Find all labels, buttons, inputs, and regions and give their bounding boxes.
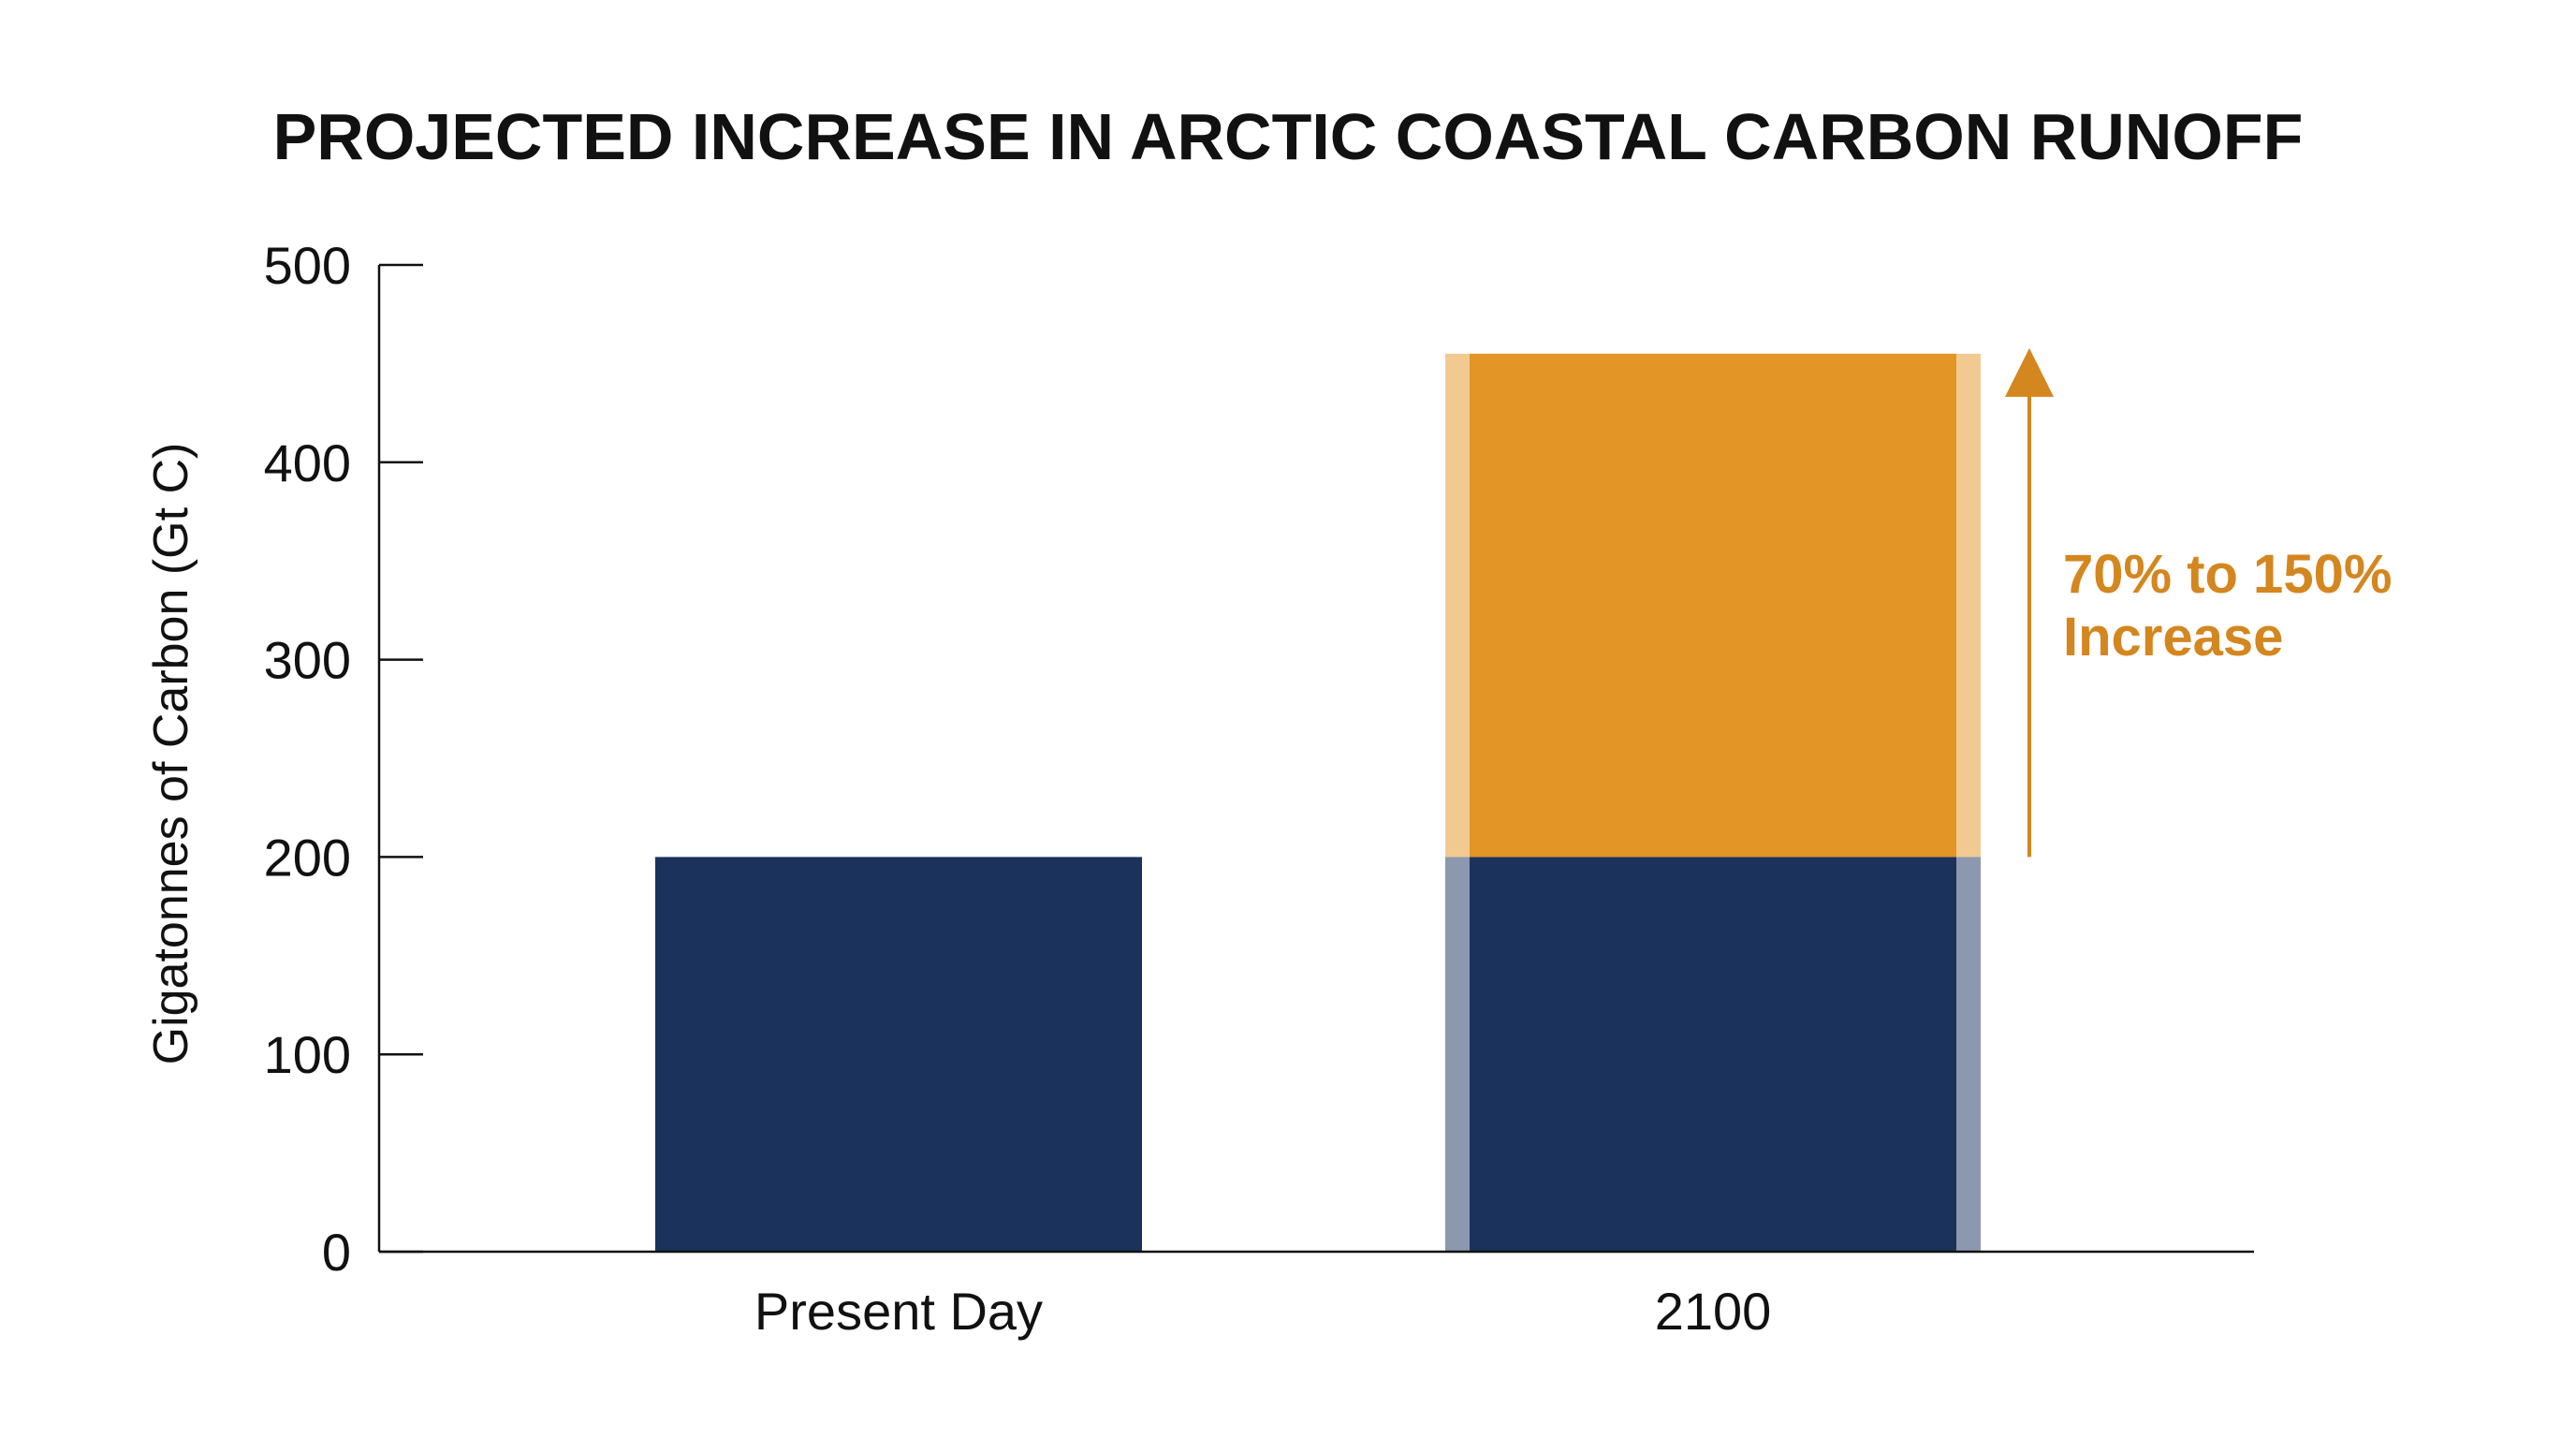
annotation-line-2: Increase xyxy=(2063,607,2283,668)
x-category-label: Present Day xyxy=(754,1282,1043,1341)
increase-arrow-head xyxy=(2005,347,2054,397)
annotation-line-1: 70% to 150% xyxy=(2063,544,2392,605)
y-tick-label: 500 xyxy=(264,236,351,295)
y-tick-label: 200 xyxy=(264,828,351,887)
x-category-label: 2100 xyxy=(1655,1282,1772,1341)
chart-title: PROJECTED INCREASE IN ARCTIC COASTAL CAR… xyxy=(273,100,2304,173)
y-tick-label: 100 xyxy=(264,1025,351,1084)
y-axis-label: Gigatonnes of Carbon (Gt C) xyxy=(144,443,198,1065)
annotation-layer: 70% to 150% Increase xyxy=(2005,347,2392,858)
y-tick-label: 400 xyxy=(264,433,351,492)
bar-2-segment-1 xyxy=(1470,857,1956,1252)
bars-layer xyxy=(655,353,1981,1252)
y-tick-label: 0 xyxy=(322,1223,351,1282)
bar-1-segment-1 xyxy=(655,857,1142,1252)
bar-2-segment-2 xyxy=(1470,353,1956,858)
y-tick-label: 300 xyxy=(264,631,351,690)
axes-layer: 0 100 200 300 400 500 Present Day 2100 xyxy=(264,236,2254,1341)
